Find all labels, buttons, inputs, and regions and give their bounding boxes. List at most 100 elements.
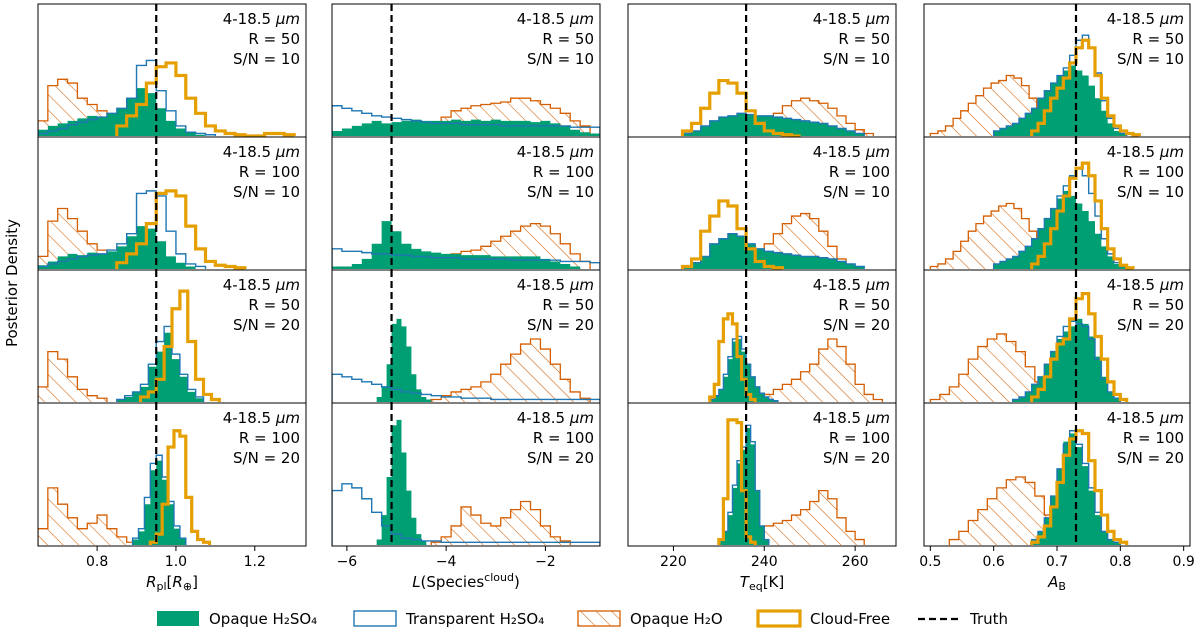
annotation-snr: S/N = 20 bbox=[527, 449, 594, 467]
annotation-snr: S/N = 20 bbox=[527, 316, 594, 334]
legend-swatch bbox=[756, 609, 802, 628]
annotation-resolution: R = 100 bbox=[1123, 429, 1184, 447]
hist-cloud-free bbox=[680, 199, 785, 270]
hist-transparent-h2so4 bbox=[131, 454, 187, 545]
legend-item-opaque-h2o: Opaque H₂O bbox=[577, 610, 723, 628]
annotation-wavelength: 4-18.5 μm bbox=[813, 10, 890, 28]
x-axis-label: L(Speciescloud) bbox=[412, 571, 520, 591]
panel-grid: 4-18.5 μm R = 50 S/N = 10 4-18.5 μm R = 100 S… bbox=[37, 3, 1195, 593]
panel-frame bbox=[331, 402, 601, 547]
hist-cloud-free bbox=[115, 189, 247, 270]
hist-transparent-h2so4 bbox=[332, 373, 600, 402]
legend-label: Cloud-Free bbox=[810, 610, 890, 628]
annotation-resolution: R = 50 bbox=[1132, 296, 1184, 314]
panel-c1-r2: 4-18.5 μm R = 100 S/N = 10 bbox=[37, 136, 307, 271]
x-tick-label: −6 bbox=[337, 554, 358, 570]
hist-opaque-h2o bbox=[38, 350, 108, 402]
legend-swatch bbox=[577, 610, 621, 627]
hist-cloud-free bbox=[1030, 292, 1129, 402]
legend-label: Truth bbox=[969, 610, 1008, 628]
hist-opaque-h2so4 bbox=[332, 119, 600, 136]
hist-opaque-h2so4 bbox=[709, 339, 778, 402]
hist-transparent-h2so4 bbox=[332, 483, 600, 545]
annotation-wavelength: 4-18.5 μm bbox=[517, 10, 594, 28]
annotation-resolution: R = 100 bbox=[533, 163, 594, 181]
hist-opaque-h2so4 bbox=[993, 65, 1127, 136]
annotation-snr: S/N = 10 bbox=[527, 183, 594, 201]
hist-opaque-h2so4 bbox=[132, 460, 186, 545]
hist-opaque-h2so4 bbox=[376, 419, 427, 545]
hist-opaque-h2so4 bbox=[116, 332, 204, 402]
annotation-resolution: R = 50 bbox=[838, 30, 890, 48]
annotation-resolution: R = 100 bbox=[239, 429, 300, 447]
hist-opaque-h2o bbox=[745, 338, 884, 402]
x-tick-label: −2 bbox=[535, 554, 556, 570]
annotation-resolution: R = 50 bbox=[1132, 30, 1184, 48]
hist-opaque-h2o bbox=[38, 487, 138, 545]
annotation-snr: S/N = 10 bbox=[1117, 50, 1184, 68]
annotation-snr: S/N = 20 bbox=[823, 316, 890, 334]
legend-item-transparent-h2so4: Transparent H₂SO₄ bbox=[353, 610, 544, 628]
legend: Opaque H₂SO₄ Transparent H₂SO₄ Opaque H₂O C… bbox=[157, 609, 1008, 628]
hist-opaque-h2so4 bbox=[993, 190, 1127, 269]
y-axis-label: Posterior Density bbox=[3, 219, 21, 347]
hist-transparent-h2so4 bbox=[38, 59, 217, 136]
annotation-wavelength: 4-18.5 μm bbox=[223, 276, 300, 294]
legend-item-truth: Truth bbox=[918, 610, 1008, 628]
hist-transparent-h2so4 bbox=[681, 233, 865, 269]
x-axis-label: Teq[K] bbox=[740, 573, 784, 593]
x-tick-label: −4 bbox=[436, 554, 457, 570]
annotation-snr: S/N = 10 bbox=[233, 50, 300, 68]
legend-item-cloud-free: Cloud-Free bbox=[756, 609, 890, 628]
panel-c1-r4: 4-18.5 μm R = 100 S/N = 20 bbox=[37, 402, 307, 547]
hist-cloud-free bbox=[115, 61, 296, 137]
panel-c3-r2: 4-18.5 μm R = 100 S/N = 10 bbox=[627, 136, 897, 271]
panel-c4-r1: 4-18.5 μm R = 50 S/N = 10 bbox=[923, 3, 1191, 138]
annotation-snr: S/N = 10 bbox=[1117, 183, 1184, 201]
hist-transparent-h2so4 bbox=[1011, 320, 1122, 402]
panel-c2-r3: 4-18.5 μm R = 50 S/N = 20 bbox=[331, 269, 601, 404]
annotation-snr: S/N = 20 bbox=[233, 316, 300, 334]
x-axis-label: Rpl[R⊕] bbox=[146, 573, 198, 593]
x-tick-label: 220 bbox=[660, 554, 687, 570]
annotation-resolution: R = 100 bbox=[533, 429, 594, 447]
hist-transparent-h2so4 bbox=[718, 424, 770, 545]
annotation-snr: S/N = 20 bbox=[233, 449, 300, 467]
panel-c3-r1: 4-18.5 μm R = 50 S/N = 10 bbox=[627, 3, 897, 138]
annotation-resolution: R = 50 bbox=[542, 296, 594, 314]
annotation-wavelength: 4-18.5 μm bbox=[517, 276, 594, 294]
hist-transparent-h2so4 bbox=[116, 325, 205, 402]
panel-c4-r2: 4-18.5 μm R = 100 S/N = 10 bbox=[923, 136, 1191, 271]
x-tick-label: 260 bbox=[842, 554, 869, 570]
annotation-wavelength: 4-18.5 μm bbox=[1107, 10, 1184, 28]
panel-c3-r4: 4-18.5 μm R = 100 S/N = 20 bbox=[627, 402, 897, 547]
hist-opaque-h2so4 bbox=[376, 318, 432, 402]
x-tick-label: 240 bbox=[751, 554, 778, 570]
hist-transparent-h2so4 bbox=[681, 112, 865, 136]
x-tick-label: 0.8 bbox=[86, 554, 108, 570]
x-tick-label: 0.9 bbox=[1173, 554, 1195, 570]
annotation-resolution: R = 50 bbox=[542, 30, 594, 48]
hist-cloud-free bbox=[1030, 38, 1141, 137]
annotation-resolution: R = 50 bbox=[248, 296, 300, 314]
hist-cloud-free bbox=[680, 78, 801, 137]
annotation-wavelength: 4-18.5 μm bbox=[1107, 143, 1184, 161]
legend-swatch bbox=[157, 611, 199, 626]
annotation-wavelength: 4-18.5 μm bbox=[223, 10, 300, 28]
panel-frame bbox=[627, 402, 897, 547]
panel-c3-r3: 4-18.5 μm R = 50 S/N = 20 bbox=[627, 269, 897, 404]
legend-label: Transparent H₂SO₄ bbox=[405, 610, 544, 628]
x-tick-label: 0.7 bbox=[1046, 554, 1068, 570]
hist-opaque-h2o bbox=[430, 338, 591, 402]
x-tick-label: 1.0 bbox=[165, 554, 187, 570]
x-tick-label: 0.5 bbox=[919, 554, 941, 570]
x-tick-label: 1.2 bbox=[244, 554, 266, 570]
annotation-resolution: R = 50 bbox=[248, 30, 300, 48]
annotation-snr: S/N = 10 bbox=[823, 183, 890, 201]
annotation-snr: S/N = 10 bbox=[233, 183, 300, 201]
hist-cloud-free bbox=[148, 429, 212, 545]
x-tick-label: 0.8 bbox=[1109, 554, 1131, 570]
hist-transparent-h2so4 bbox=[709, 335, 779, 402]
hist-opaque-h2o bbox=[430, 500, 571, 545]
